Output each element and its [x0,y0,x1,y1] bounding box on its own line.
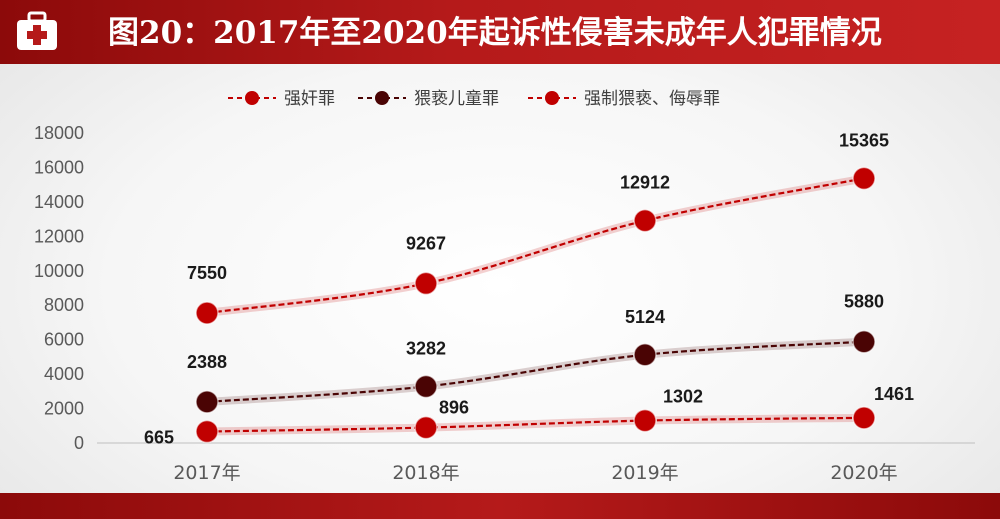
y-tick-label: 4000 [44,364,84,384]
y-tick-label: 14000 [34,192,84,212]
data-point [633,408,657,433]
y-tick-label: 16000 [34,157,84,177]
y-tick-label: 2000 [44,399,84,419]
data-label: 896 [439,398,469,418]
data-label: 9267 [406,233,446,253]
data-point [852,329,876,354]
legend-label: 强奸罪 [284,89,335,109]
data-point [852,166,876,191]
data-point [414,415,438,440]
y-tick-label: 0 [74,433,84,453]
y-tick-label: 8000 [44,295,84,315]
header-bar: 图20：2017年至2020年起诉性侵害未成年人犯罪情况 [0,0,1000,64]
x-tick-label: 2019年 [611,462,678,484]
x-tick-label: 2017年 [173,462,240,484]
data-label: 15365 [839,130,889,150]
data-point [414,374,438,399]
y-tick-label: 10000 [34,261,84,281]
data-label: 5124 [625,307,665,327]
data-point [633,343,657,367]
series-line [206,416,865,433]
legend-label: 猥亵儿童罪 [414,89,499,109]
footer-bar [0,493,1000,519]
legend-marker [245,91,259,105]
data-label: 1461 [874,384,914,404]
y-tick-label: 18000 [34,123,84,143]
medical-kit-icon [17,11,57,50]
data-label: 3282 [406,338,446,358]
data-point [633,208,657,233]
series-line [206,177,865,315]
data-label: 1302 [663,387,703,407]
legend-label: 强制猥亵、侮辱罪 [584,89,720,109]
data-label: 665 [144,428,174,448]
data-point [195,301,219,325]
x-tick-label: 2020年 [830,462,897,484]
x-tick-label: 2018年 [392,462,459,484]
data-label: 12912 [620,173,670,193]
data-label: 7550 [187,263,227,283]
y-tick-label: 12000 [34,226,84,246]
series-line-glow [203,174,868,317]
data-point [195,419,219,444]
page-title: 图20：2017年至2020年起诉性侵害未成年人犯罪情况 [108,15,882,51]
line-chart: 0 2000 4000 6000 8000 10000 12000 14000 16000 180… [34,89,975,484]
data-point [414,271,438,296]
data-point [852,406,876,430]
legend-marker [545,91,559,105]
data-point [195,390,219,414]
legend-marker [375,91,389,105]
data-label: 2388 [187,352,227,372]
data-label: 5880 [844,292,884,312]
y-tick-label: 6000 [44,330,84,350]
series-line-glow [203,337,868,406]
